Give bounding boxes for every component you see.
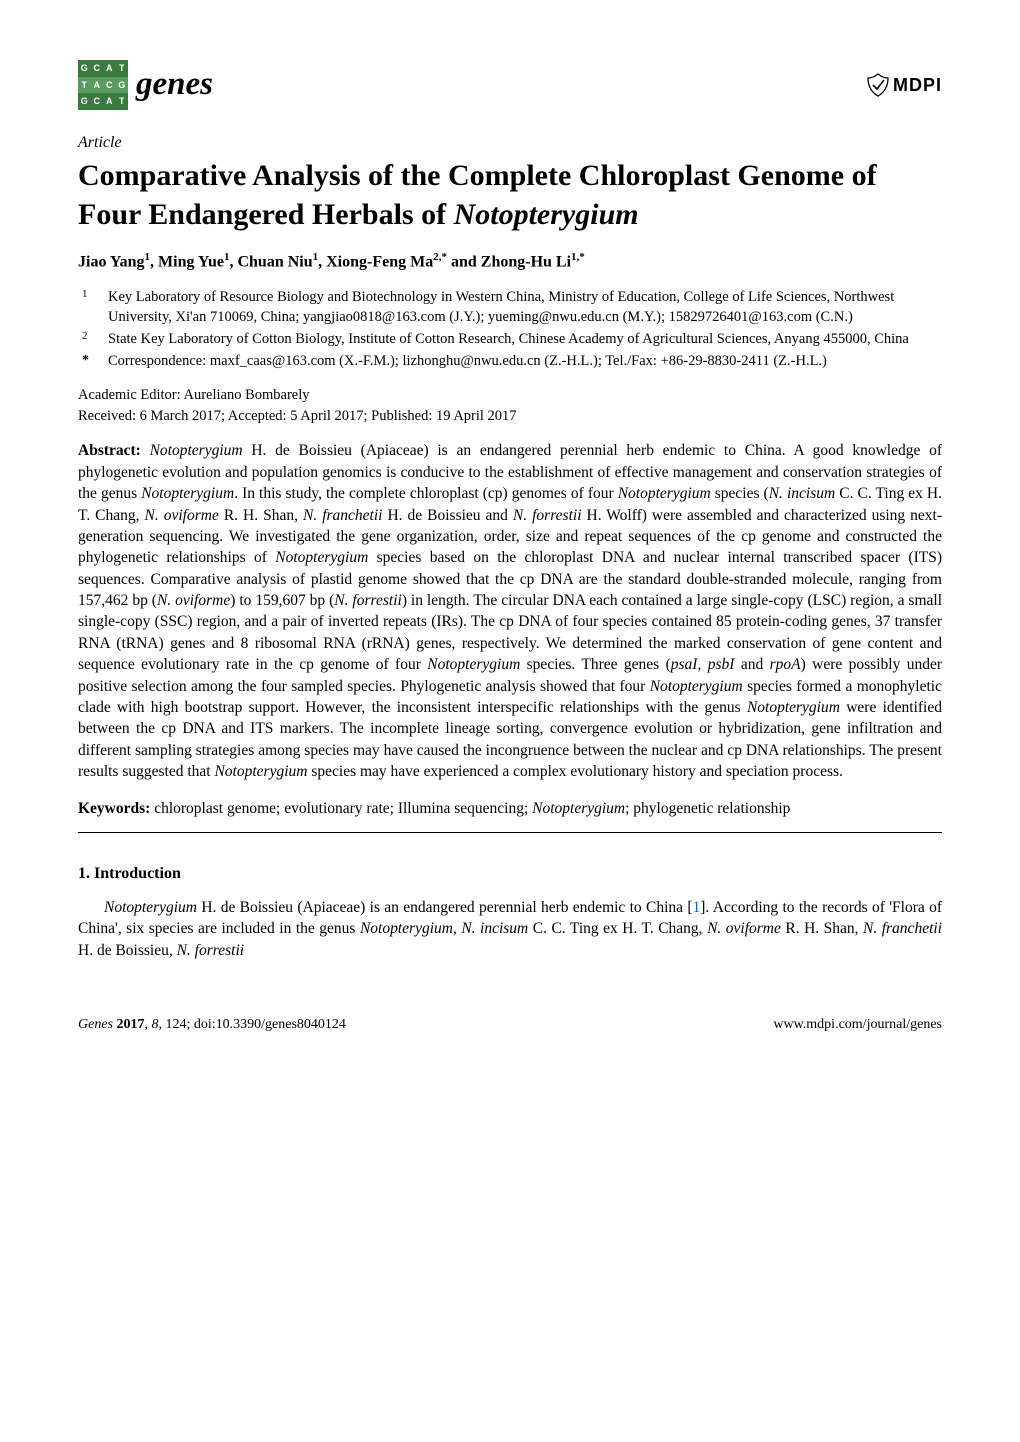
affiliation-row: * Correspondence: maxf_caas@163.com (X.-…	[108, 351, 942, 371]
academic-editor: Academic Editor: Aureliano Bombarely	[78, 385, 942, 405]
keywords-body: chloroplast genome; evolutionary rate; I…	[154, 800, 790, 817]
intro-paragraph: Notopterygium H. de Boissieu (Apiaceae) …	[78, 897, 942, 961]
abstract-label: Abstract:	[78, 442, 141, 459]
affiliation-row: 2 State Key Laboratory of Cotton Biology…	[108, 329, 942, 349]
article-title: Comparative Analysis of the Complete Chl…	[78, 156, 942, 234]
keywords-label: Keywords:	[78, 800, 150, 817]
journal-logo: G C A T T A C G G C A T genes	[78, 60, 213, 110]
logo-cell: C	[91, 93, 104, 110]
author-sep: ,	[318, 253, 326, 270]
logo-cell: C	[103, 77, 116, 94]
affiliation-num: *	[78, 351, 108, 371]
section-divider	[78, 832, 942, 833]
logo-cell: T	[116, 60, 129, 77]
affiliation-text: Correspondence: maxf_caas@163.com (X.-F.…	[108, 351, 942, 371]
footer-right: www.mdpi.com/journal/genes	[773, 1015, 942, 1034]
footer-journal: Genes	[78, 1017, 113, 1032]
intro-text: H. de Boissieu (Apiaceae) is an endanger…	[78, 899, 942, 959]
author: Chuan Niu	[237, 253, 312, 270]
genus-name: Notopterygium	[104, 899, 197, 916]
affiliations-block: 1 Key Laboratory of Resource Biology and…	[108, 287, 942, 371]
logo-cell: T	[78, 77, 91, 94]
check-shield-icon	[865, 72, 891, 98]
author: Ming Yue	[158, 253, 224, 270]
logo-cell: G	[78, 60, 91, 77]
section-heading-intro: 1. Introduction	[78, 863, 942, 885]
logo-grid-icon: G C A T T A C G G C A T	[78, 60, 128, 110]
abstract-paragraph: Abstract: Notopterygium H. de Boissieu (…	[78, 440, 942, 782]
author-sup: 1,*	[571, 251, 585, 263]
affiliation-num: 2	[78, 329, 108, 349]
publisher-label: MDPI	[893, 73, 942, 98]
abstract-body: H. de Boissieu (Apiaceae) is an endanger…	[78, 442, 942, 780]
authors-line: Jiao Yang1, Ming Yue1, Chuan Niu1, Xiong…	[78, 250, 942, 273]
page-header: G C A T T A C G G C A T genes MDPI	[78, 60, 942, 110]
affiliation-text: State Key Laboratory of Cotton Biology, …	[108, 329, 942, 349]
footer-left: Genes 2017, 8, 124; doi:10.3390/genes804…	[78, 1015, 346, 1034]
citation-link[interactable]: 1	[693, 899, 701, 916]
author: Xiong-Feng Ma	[326, 253, 433, 270]
author-sep: ,	[150, 253, 158, 270]
journal-name: genes	[136, 62, 213, 108]
page-footer: Genes 2017, 8, 124; doi:10.3390/genes804…	[78, 1015, 942, 1034]
abstract-first-word: Notopterygium	[150, 442, 243, 459]
logo-cell: C	[91, 60, 104, 77]
publisher-logo: MDPI	[865, 72, 942, 98]
author: Jiao Yang	[78, 253, 145, 270]
article-type-label: Article	[78, 132, 942, 154]
logo-cell: A	[91, 77, 104, 94]
logo-cell: A	[103, 60, 116, 77]
logo-cell: G	[116, 77, 129, 94]
title-genus-italic: Notopterygium	[454, 198, 639, 231]
keywords-paragraph: Keywords: chloroplast genome; evolutiona…	[78, 798, 942, 819]
author-sep: and	[447, 253, 481, 270]
author: Zhong-Hu Li	[481, 253, 571, 270]
publication-dates: Received: 6 March 2017; Accepted: 5 Apri…	[78, 406, 942, 426]
affiliation-text: Key Laboratory of Resource Biology and B…	[108, 287, 942, 327]
author-sup: 2,*	[433, 251, 447, 263]
logo-cell: A	[103, 93, 116, 110]
logo-cell: T	[116, 93, 129, 110]
footer-citation: 2017, 8, 124; doi:10.3390/genes8040124	[113, 1017, 346, 1032]
affiliation-row: 1 Key Laboratory of Resource Biology and…	[108, 287, 942, 327]
affiliation-num: 1	[78, 287, 108, 327]
logo-cell: G	[78, 93, 91, 110]
editorial-info: Academic Editor: Aureliano Bombarely Rec…	[78, 385, 942, 426]
